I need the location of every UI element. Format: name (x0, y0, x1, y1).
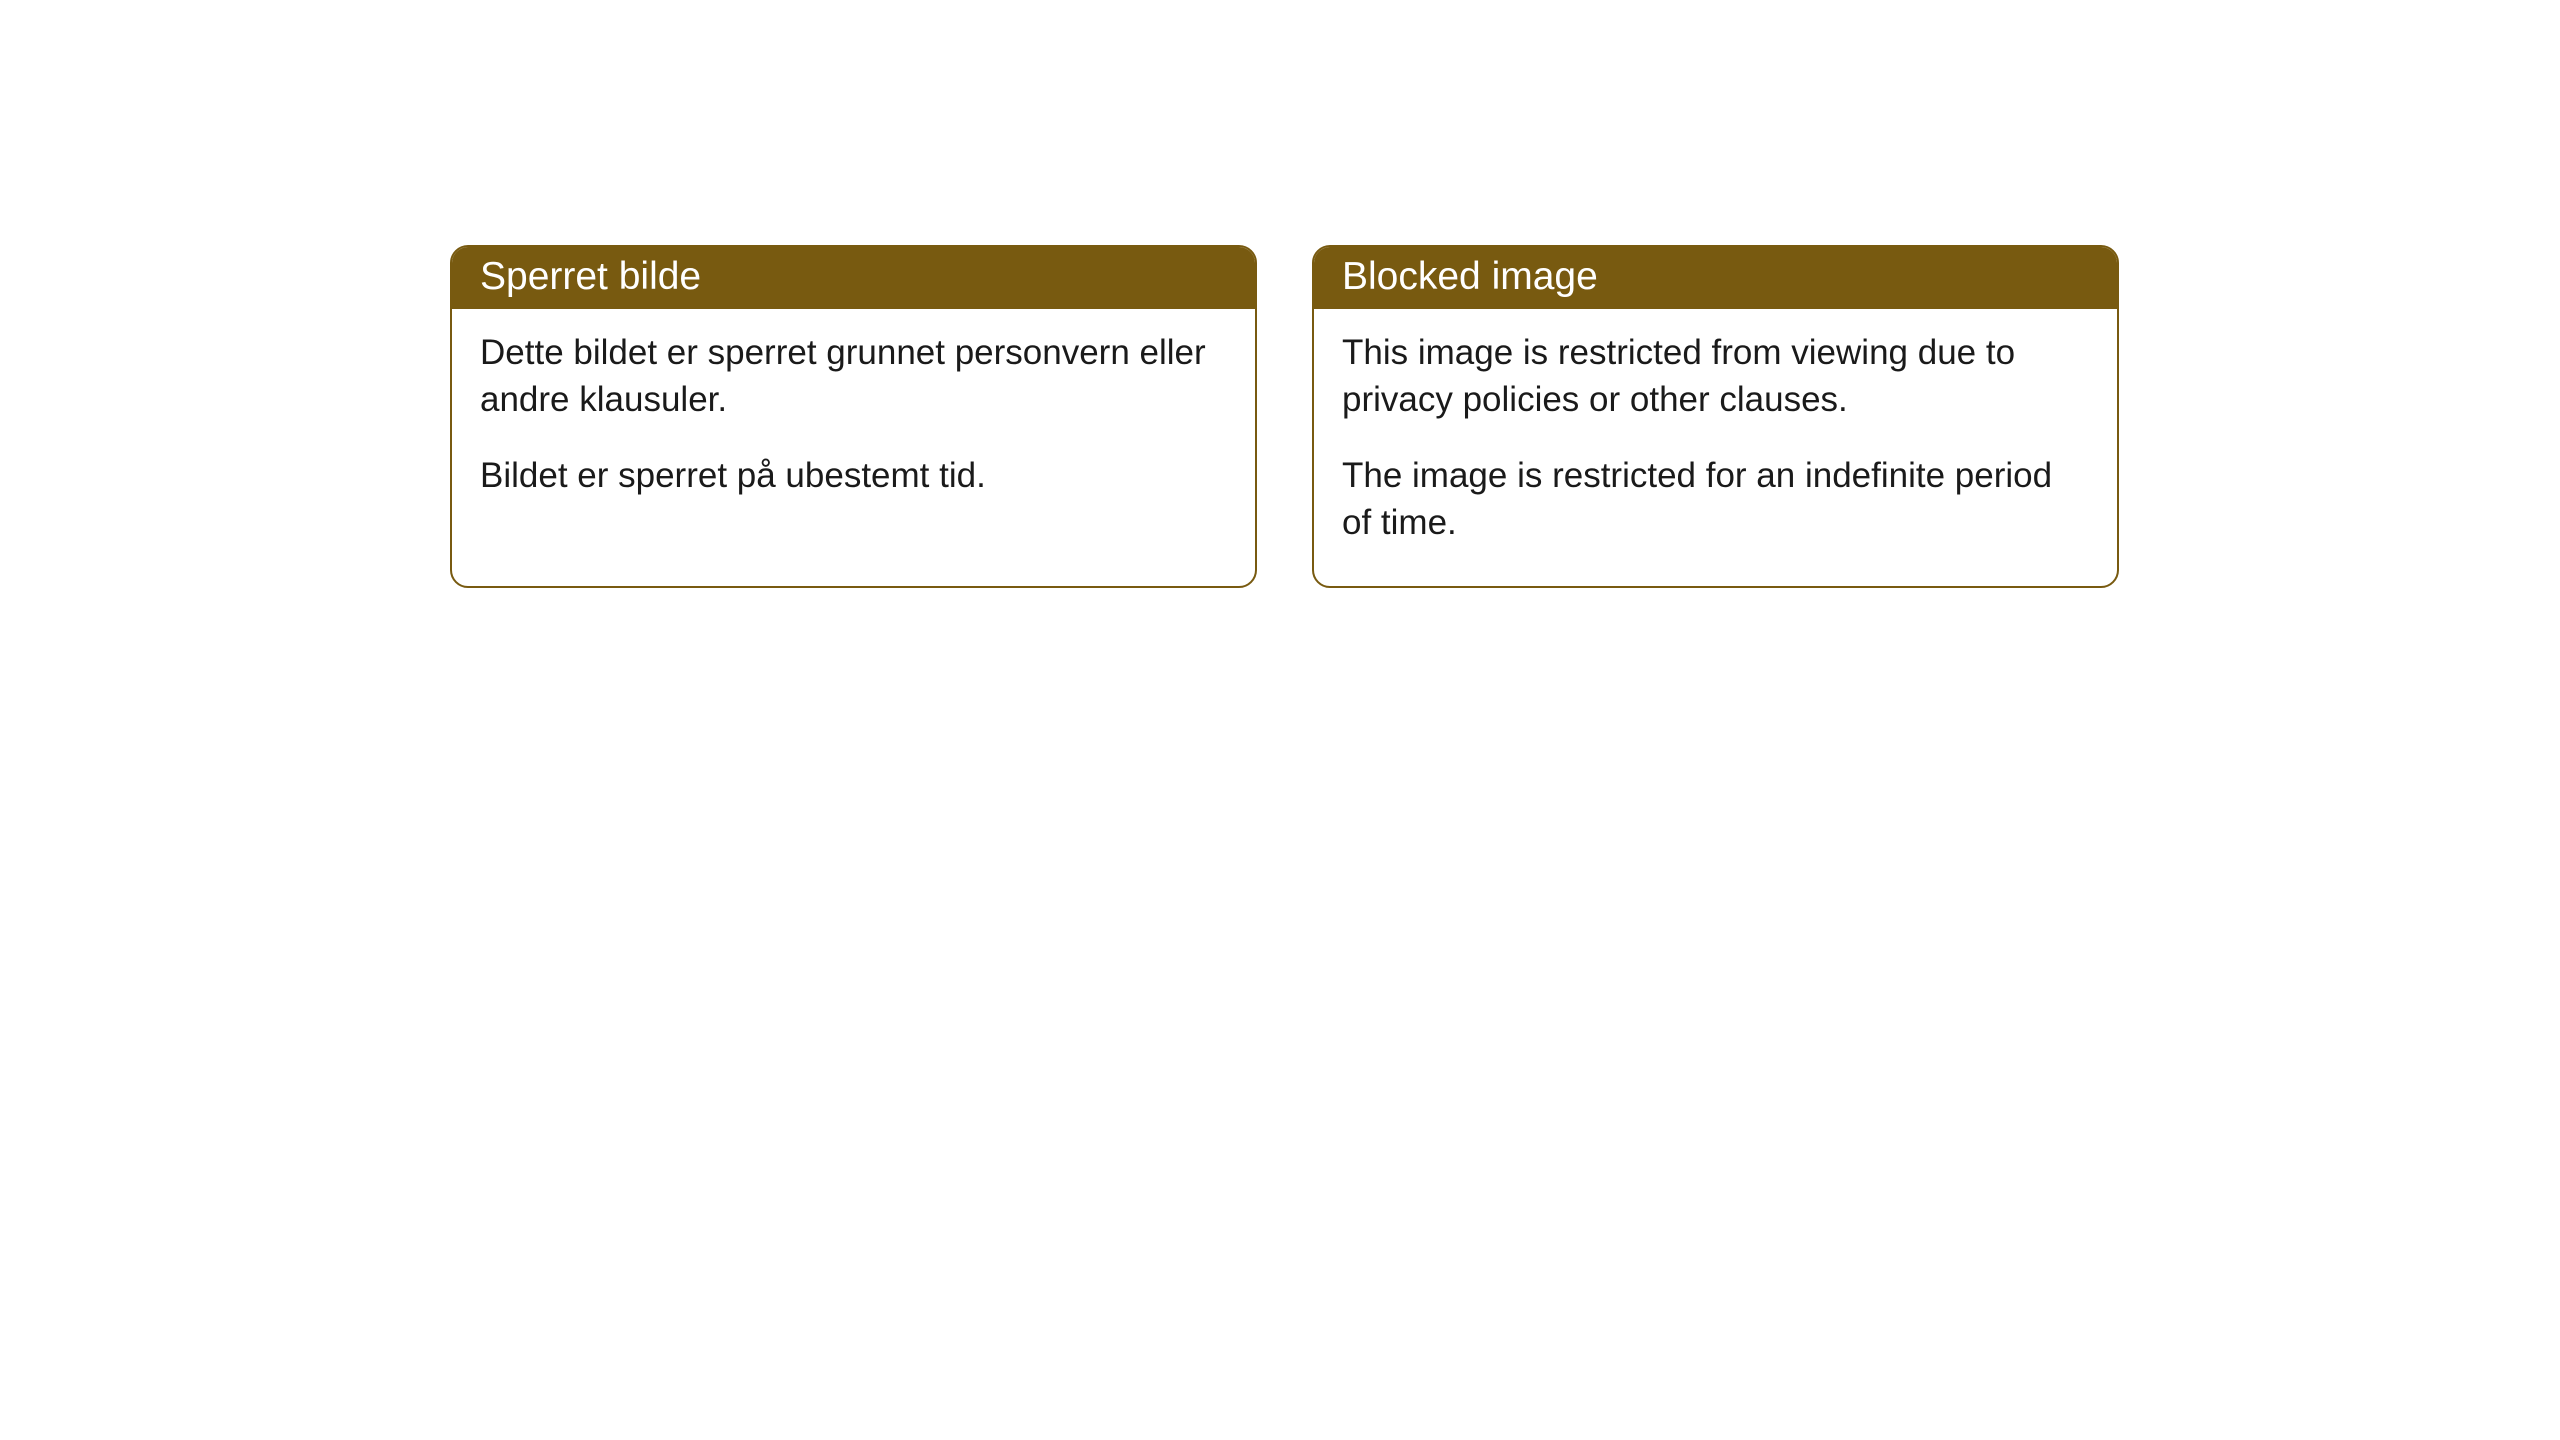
notice-cards-container: Sperret bilde Dette bildet er sperret gr… (450, 245, 2119, 588)
blocked-image-card-english: Blocked image This image is restricted f… (1312, 245, 2119, 588)
card-body: Dette bildet er sperret grunnet personve… (452, 309, 1255, 539)
card-header: Sperret bilde (452, 247, 1255, 309)
blocked-image-card-norwegian: Sperret bilde Dette bildet er sperret gr… (450, 245, 1257, 588)
card-header: Blocked image (1314, 247, 2117, 309)
card-paragraph: Dette bildet er sperret grunnet personve… (480, 329, 1227, 424)
card-body: This image is restricted from viewing du… (1314, 309, 2117, 586)
card-title: Blocked image (1342, 255, 1598, 298)
card-paragraph: Bildet er sperret på ubestemt tid. (480, 452, 1227, 499)
card-paragraph: This image is restricted from viewing du… (1342, 329, 2089, 424)
card-title: Sperret bilde (480, 255, 701, 298)
card-paragraph: The image is restricted for an indefinit… (1342, 452, 2089, 547)
